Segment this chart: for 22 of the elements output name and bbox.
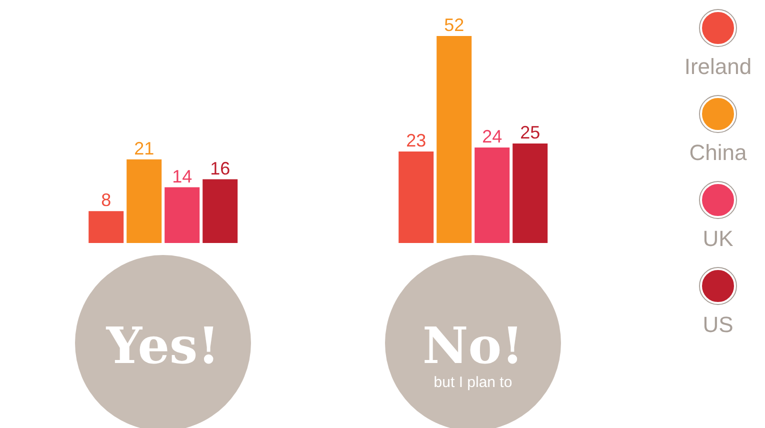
x-tick-label: Yes! [105,316,220,375]
legend-label: UK [702,226,734,252]
bar [126,159,162,243]
bar [436,36,472,243]
bar [398,151,434,243]
legend-label: US [702,312,734,338]
data-label: 23 [406,130,426,150]
x-tick-label: No! but I plan to [422,316,524,391]
data-label: 16 [210,158,230,178]
bar [88,211,124,243]
bar [202,179,238,243]
data-label: 14 [172,166,192,186]
bar [512,143,548,243]
bar [474,147,510,243]
data-label: 8 [101,190,112,210]
bar [164,187,200,243]
data-label: 24 [482,126,502,146]
legend-label: Ireland [684,54,752,80]
data-label: 21 [134,138,154,158]
data-label: 52 [444,15,464,35]
legend-label: China [689,140,747,166]
data-label: 25 [520,122,540,142]
